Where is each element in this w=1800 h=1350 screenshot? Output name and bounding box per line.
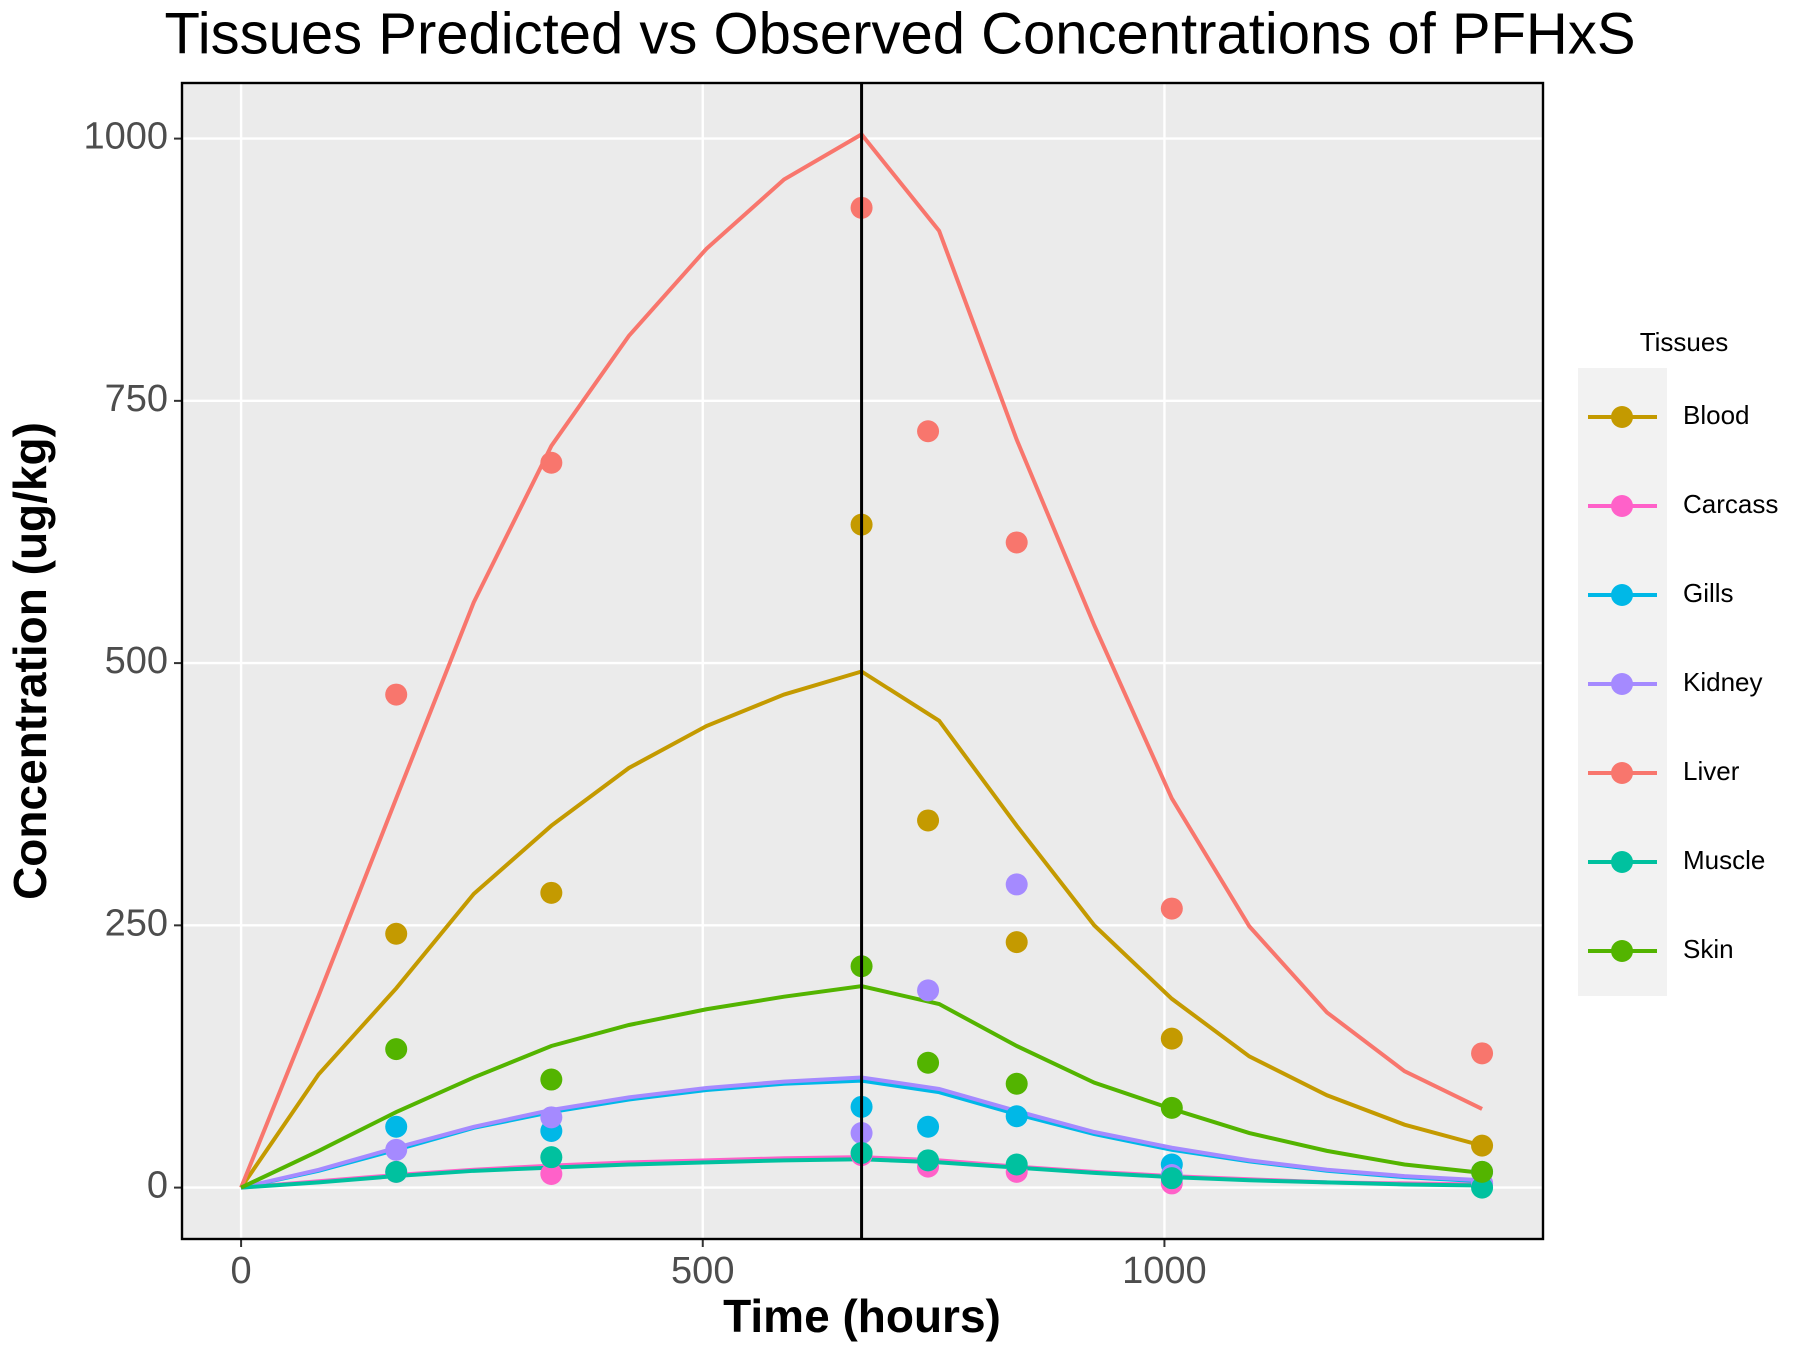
legend-key-point <box>1611 940 1633 962</box>
observed-point <box>917 1149 940 1172</box>
y-tick-label: 1000 <box>83 116 168 158</box>
observed-point <box>917 1115 940 1138</box>
legend-label: Skin <box>1683 934 1734 964</box>
observed-point <box>540 1162 563 1185</box>
legend-key-point <box>1611 406 1633 428</box>
observed-point <box>917 420 940 443</box>
x-tick-label: 0 <box>231 1250 252 1292</box>
observed-point <box>385 1160 408 1183</box>
observed-point <box>540 1068 563 1091</box>
observed-point <box>917 1051 940 1074</box>
legend-label: Liver <box>1683 756 1740 786</box>
observed-point <box>917 979 940 1002</box>
observed-point <box>1005 873 1028 896</box>
legend-label: Gills <box>1683 578 1734 608</box>
observed-point <box>1471 1160 1494 1183</box>
observed-point <box>1005 1105 1028 1128</box>
legend-label: Muscle <box>1683 845 1765 875</box>
legend-key-point <box>1611 851 1633 873</box>
observed-point <box>540 1106 563 1129</box>
observed-point <box>1160 897 1183 920</box>
legend-label: Kidney <box>1683 667 1763 697</box>
y-axis-label: Concentration (ug/kg) <box>4 422 56 900</box>
y-tick-label: 0 <box>147 1165 168 1207</box>
observed-point <box>1471 1176 1494 1199</box>
legend-key-point <box>1611 673 1633 695</box>
x-axis-label: Time (hours) <box>723 1290 1001 1342</box>
observed-point <box>540 1146 563 1169</box>
x-tick-label: 1000 <box>1122 1250 1207 1292</box>
x-tick-label: 500 <box>671 1250 734 1292</box>
observed-point <box>1471 1042 1494 1065</box>
observed-point <box>1160 1167 1183 1190</box>
observed-point <box>1160 1027 1183 1050</box>
observed-point <box>385 1115 408 1138</box>
observed-point <box>385 1138 408 1161</box>
observed-point <box>1005 1072 1028 1095</box>
y-tick-label: 500 <box>105 640 168 682</box>
legend-key-point <box>1611 584 1633 606</box>
legend-key-point <box>1611 495 1633 517</box>
y-tick-label: 250 <box>105 902 168 944</box>
observed-point <box>1471 1134 1494 1157</box>
observed-point <box>385 922 408 945</box>
legend-label: Carcass <box>1683 489 1778 519</box>
panel-border <box>180 81 1545 1241</box>
legend-label: Blood <box>1683 400 1750 430</box>
observed-point <box>385 683 408 706</box>
chart-title: Tissues Predicted vs Observed Concentrat… <box>164 1 1635 66</box>
y-tick-label: 750 <box>105 378 168 420</box>
observed-point <box>917 809 940 832</box>
legend-key-point <box>1611 762 1633 784</box>
observed-point <box>1005 531 1028 554</box>
observed-point <box>540 881 563 904</box>
observed-point <box>1160 1096 1183 1119</box>
observed-point <box>385 1038 408 1061</box>
observed-point <box>1005 931 1028 954</box>
observed-point <box>540 451 563 474</box>
legend-title: Tissues <box>1640 327 1729 357</box>
observed-point <box>1005 1153 1028 1176</box>
